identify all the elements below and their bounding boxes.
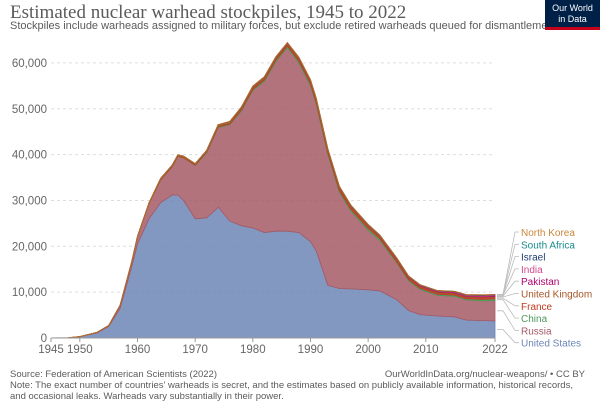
logo-line-1: Our World bbox=[552, 3, 593, 13]
x-tick-label: 1970 bbox=[182, 344, 208, 356]
logo-red-bar bbox=[545, 27, 600, 30]
x-tick-label: 2010 bbox=[413, 344, 439, 356]
legend-label-india: India bbox=[521, 265, 543, 276]
x-tick-label: 2022 bbox=[482, 344, 508, 356]
y-tick-label: 10,000 bbox=[12, 287, 47, 299]
y-tick-label: 60,000 bbox=[12, 58, 47, 70]
chart-footer: Source: Federation of American Scientist… bbox=[10, 369, 590, 402]
legend-label-united-states: United States bbox=[521, 339, 581, 350]
y-tick-label: 20,000 bbox=[12, 241, 47, 253]
x-tick-label: 1945 bbox=[38, 344, 64, 356]
x-tick-label: 1960 bbox=[125, 344, 151, 356]
legend-label-china: China bbox=[521, 314, 548, 325]
legend-label-united-kingdom: United Kingdom bbox=[521, 290, 592, 301]
legend-leader-line bbox=[497, 256, 519, 296]
legend-leader-line bbox=[497, 329, 519, 344]
y-tick-label: 0 bbox=[41, 333, 47, 345]
logo-line-2: in Data bbox=[558, 14, 587, 24]
note-text: Note: The exact number of countries' war… bbox=[10, 380, 573, 402]
y-tick-label: 30,000 bbox=[12, 195, 47, 207]
legend-leader-line bbox=[497, 297, 519, 307]
legend-leader-line bbox=[497, 280, 519, 297]
x-tick-label: 1990 bbox=[298, 344, 324, 356]
legend-label-north-korea: North Korea bbox=[521, 228, 575, 239]
x-tick-label: 2000 bbox=[355, 344, 381, 356]
legend-label-pakistan: Pakistan bbox=[521, 277, 559, 288]
legend-label-south-africa: South Africa bbox=[521, 240, 575, 251]
source-text: Source: Federation of American Scientist… bbox=[10, 369, 217, 380]
legend-label-israel: Israel bbox=[521, 253, 545, 264]
chart-title: Estimated nuclear warhead stockpiles, 19… bbox=[10, 2, 407, 23]
our-world-in-data-logo[interactable]: Our World in Data bbox=[545, 0, 600, 30]
legend-leader-line bbox=[497, 268, 519, 296]
legend-leader-line bbox=[497, 310, 519, 331]
x-tick-label: 1980 bbox=[240, 344, 266, 356]
chart-subtitle: Stockpiles include warheads assigned to … bbox=[10, 20, 560, 32]
x-tick-label: 1950 bbox=[67, 344, 93, 356]
total-outline bbox=[50, 41, 496, 339]
source-url-link[interactable]: OurWorldInData.org/nuclear-weapons/ • CC… bbox=[384, 369, 585, 380]
y-tick-label: 50,000 bbox=[12, 104, 47, 116]
legend-leader-line bbox=[497, 293, 519, 298]
legend-label-france: France bbox=[521, 302, 553, 313]
legend-leader-line bbox=[497, 299, 519, 319]
y-tick-label: 40,000 bbox=[12, 150, 47, 162]
legend-label-russia: Russia bbox=[521, 326, 552, 337]
